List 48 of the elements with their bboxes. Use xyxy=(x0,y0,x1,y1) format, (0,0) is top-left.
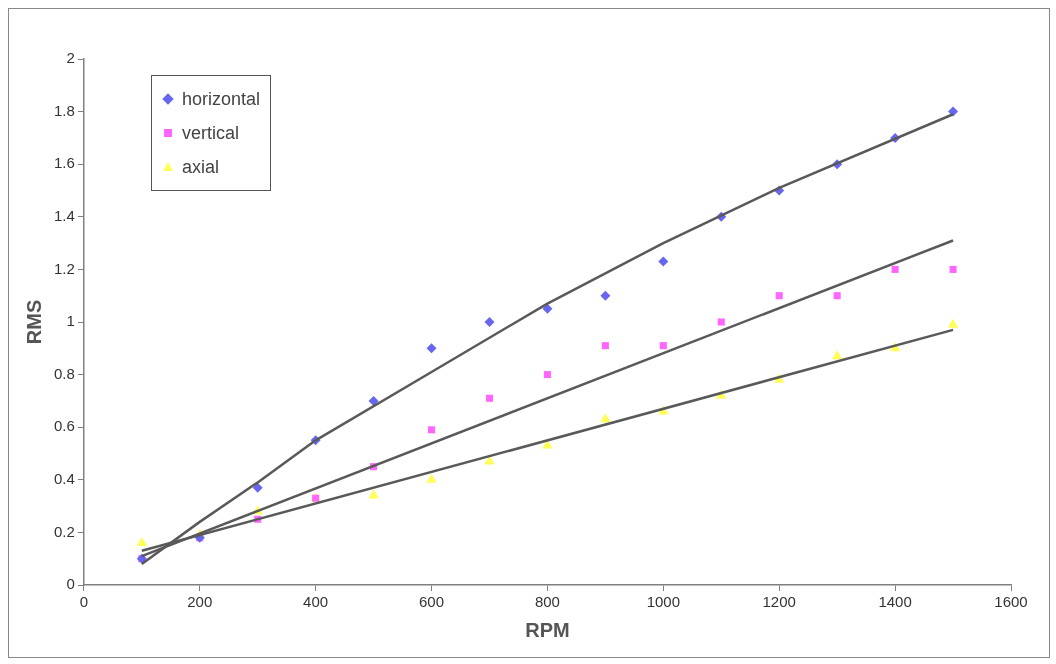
y-tick-label: 0 xyxy=(66,575,75,593)
point xyxy=(368,395,379,406)
legend-label: vertical xyxy=(182,122,240,145)
point xyxy=(717,318,725,326)
point xyxy=(542,303,553,314)
point xyxy=(485,394,494,402)
x-tick-label: 600 xyxy=(419,593,445,611)
y-tick-label: 1 xyxy=(66,312,75,330)
point xyxy=(136,536,147,546)
point xyxy=(600,413,611,423)
x-axis-title: RPM xyxy=(525,618,570,641)
y-tick-label: 1.6 xyxy=(53,154,75,172)
point xyxy=(833,292,841,300)
x-tick-label: 800 xyxy=(534,593,560,611)
point xyxy=(601,342,609,350)
y-tick-label: 0.2 xyxy=(53,522,75,540)
y-axis-title: RMS xyxy=(22,299,45,345)
point xyxy=(543,371,551,379)
x-tick-label: 1000 xyxy=(646,593,681,611)
x-tick-label: 0 xyxy=(79,593,89,611)
point xyxy=(947,318,959,328)
y-tick-label: 2 xyxy=(66,49,75,67)
point xyxy=(831,350,843,360)
legend-label: axial xyxy=(182,156,220,179)
y-tick-label: 0.6 xyxy=(53,417,75,435)
point xyxy=(484,317,495,327)
point xyxy=(428,426,436,434)
x-tick-label: 200 xyxy=(187,593,213,611)
y-tick-label: 0.8 xyxy=(53,364,75,382)
x-tick-label: 1400 xyxy=(878,593,912,611)
point xyxy=(949,265,957,273)
point xyxy=(600,290,611,301)
point xyxy=(891,265,899,273)
y-tick-label: 0.4 xyxy=(53,469,75,487)
point xyxy=(775,292,783,300)
point xyxy=(426,473,437,483)
y-tick-label: 1.4 xyxy=(53,206,75,224)
point xyxy=(368,489,379,499)
point xyxy=(252,482,263,493)
point xyxy=(659,342,667,350)
legend-label: horizontal xyxy=(182,88,261,111)
x-tick-label: 400 xyxy=(303,593,329,611)
point xyxy=(658,256,669,267)
x-tick-label: 1200 xyxy=(762,593,796,611)
point xyxy=(426,343,437,354)
x-tick-label: 1600 xyxy=(994,593,1028,611)
y-tick-label: 1.8 xyxy=(53,101,75,119)
y-tick-label: 1.2 xyxy=(53,259,75,277)
